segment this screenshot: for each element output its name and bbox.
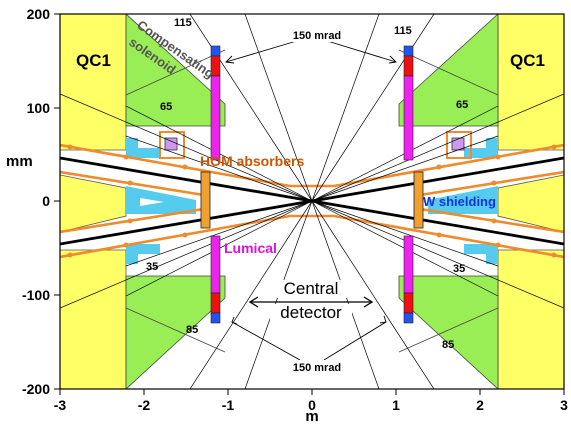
solenoid-left-top (125, 14, 226, 127)
solenoid-inner-line (398, 49, 499, 96)
y-tick-label: 100 (27, 100, 51, 116)
absorber-right-center (428, 186, 498, 214)
qc1-right-bottom (497, 249, 564, 389)
solenoid-inner-line (398, 307, 499, 353)
x-tick-label: 1 (392, 397, 400, 413)
mrad-top-label: 150 mrad (293, 30, 341, 42)
solenoid-right-bottom (398, 275, 499, 389)
absorber-left-upper (126, 138, 160, 158)
hom-box-right (446, 131, 472, 159)
w-shielding-left (200, 171, 211, 229)
qc1-left-label: QC1 (76, 51, 111, 70)
hom-box-left (159, 131, 185, 159)
w-shielding-label: W shielding (423, 194, 496, 209)
y-tick-label: -200 (22, 381, 50, 397)
y-tick-label: 0 (42, 193, 50, 209)
beam-pipe (60, 143, 564, 259)
x-tick-label: 3 (560, 397, 568, 413)
detector-label: detector (280, 303, 342, 322)
qc1-left-bottom (60, 249, 127, 389)
angle-label: 35 (146, 261, 158, 273)
x-tick-label: -3 (54, 397, 67, 413)
angle-label: 65 (160, 101, 172, 113)
qc1-left-middle (60, 174, 127, 233)
w-shielding-right (413, 171, 424, 229)
detector-label-bg (270, 304, 352, 322)
absorber-right-upper (464, 138, 498, 158)
lumical-left-top (210, 45, 221, 161)
mrad-top-bg (288, 28, 346, 42)
lumical-right-bottom (403, 235, 414, 324)
lumical-label: Lumical (224, 240, 277, 256)
central-label-bg (270, 280, 352, 298)
axis-ticks (54, 13, 565, 395)
qc1-left-top (60, 14, 127, 151)
x-tick-label: -2 (138, 397, 151, 413)
qc1-right-label: QC1 (510, 51, 545, 70)
beam-pipe-markers (67, 144, 557, 258)
absorber-right-lower (464, 244, 498, 264)
x-tick-label: 0 (308, 397, 316, 413)
absorber-left-lower (126, 244, 160, 264)
hom-core-left (164, 137, 178, 151)
qc1-right-middle (497, 174, 564, 233)
absorber-notch (140, 198, 164, 206)
solenoid-inner-line (125, 49, 226, 96)
x-tick-label: 2 (476, 397, 484, 413)
angle-label: 65 (456, 99, 468, 111)
qc1-right-top (497, 14, 564, 151)
lumical-right-top (403, 45, 414, 161)
lumical-left-bottom (210, 235, 221, 324)
mrad-bottom-label: 150 mrad (293, 362, 341, 374)
central-detector-arrow (248, 296, 374, 308)
y-tick-label: 200 (27, 6, 51, 22)
mrad-arrows (225, 39, 397, 361)
y-tick-label: -100 (22, 287, 50, 303)
y-axis-title: mm (6, 153, 33, 170)
solenoid-left-bottom (125, 275, 226, 389)
x-axis-title: m (305, 408, 318, 423)
angle-label: 115 (174, 17, 192, 29)
solenoid-inner-line (125, 307, 226, 353)
angle-label: 85 (186, 324, 198, 336)
central-label: Central (284, 279, 339, 298)
angle-label: 35 (453, 263, 465, 275)
x-tick-label: -1 (222, 397, 235, 413)
angle-label: 85 (442, 339, 454, 351)
solenoid-right-top (398, 14, 499, 127)
mrad-bottom-bg (288, 360, 346, 374)
absorber-left-center (126, 186, 196, 214)
angle-label: 115 (394, 25, 412, 37)
hom-absorbers-label: HOM absorbers (200, 153, 304, 169)
